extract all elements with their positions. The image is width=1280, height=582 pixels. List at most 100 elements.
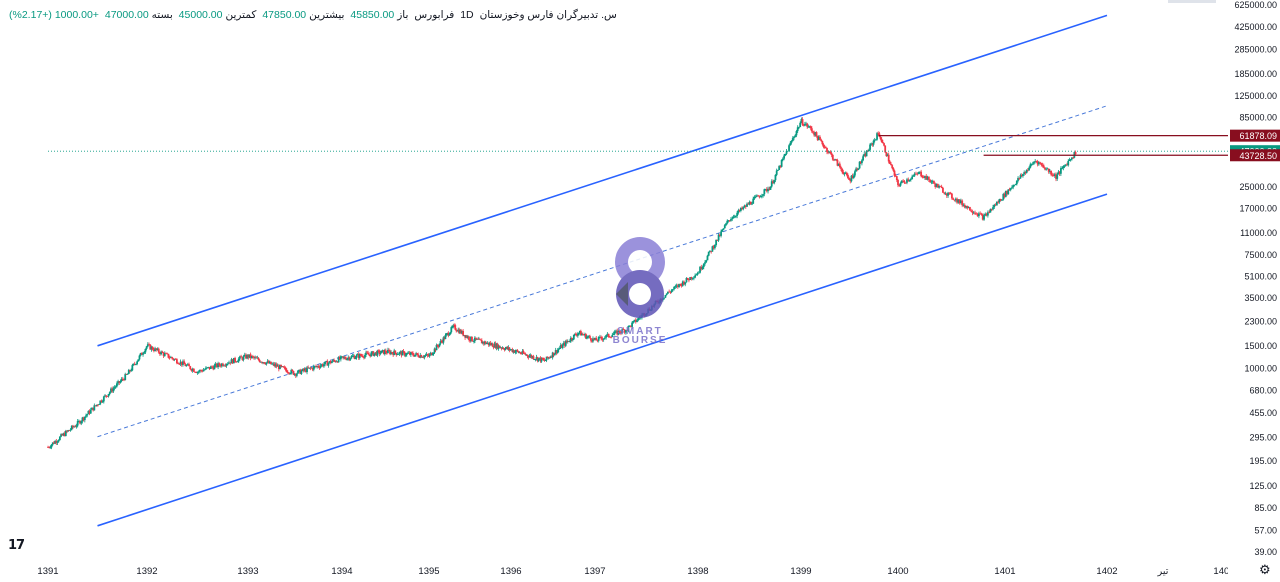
candle-body [515, 350, 518, 352]
candle-body [301, 368, 304, 371]
candle-body [113, 387, 116, 389]
candle-body [338, 357, 341, 360]
candle-body [492, 346, 495, 348]
candle-body [584, 334, 586, 336]
candle-body [82, 417, 85, 421]
candle-body [1055, 174, 1057, 179]
candle-body [480, 340, 483, 344]
candle-body [571, 339, 574, 341]
legend-exchange: فرابورس [414, 9, 455, 21]
candle-body [844, 172, 847, 174]
chart-area[interactable]: SMART BOURSE [0, 0, 1228, 560]
candle-body [365, 352, 367, 356]
price-tick-label: 2300.00 [1244, 317, 1277, 327]
candle-body [496, 343, 499, 349]
candle-body [765, 188, 768, 192]
candle-body [143, 352, 146, 354]
candle-body [251, 356, 254, 357]
candle-body [537, 358, 540, 361]
time-tick-label: 1391 [37, 566, 58, 577]
candle-body [552, 352, 555, 356]
candle-body [701, 267, 704, 270]
candle-body [285, 369, 288, 373]
candle-body [1004, 190, 1007, 197]
legend-interval[interactable]: 1D [460, 9, 474, 21]
candle-body [525, 354, 528, 356]
candle-body [849, 179, 852, 182]
candle-body [203, 369, 206, 371]
candle-body [608, 336, 611, 338]
candle-body [300, 370, 303, 374]
candle-body [426, 354, 429, 356]
candle-body [121, 378, 124, 380]
candle-body [1006, 190, 1008, 195]
candle-body [372, 351, 375, 356]
candle-body [664, 294, 667, 298]
candle-body [387, 349, 389, 354]
candle-body [335, 361, 338, 363]
candle-body [683, 281, 685, 285]
time-tick-label: تیر [1157, 566, 1169, 577]
candle-body [575, 334, 578, 336]
candle-body [475, 338, 478, 340]
candle-body [754, 196, 757, 198]
candle-body [373, 353, 376, 356]
candle-body [888, 161, 891, 164]
channel-upper-line[interactable] [97, 14, 1108, 347]
candle-body [1009, 188, 1012, 190]
candle-body [942, 187, 944, 193]
candle-body [791, 138, 794, 142]
candle-body [564, 341, 567, 346]
candle-body [840, 167, 842, 169]
candle-body [508, 347, 511, 350]
candle-body [267, 361, 270, 364]
horizontal-levels[interactable] [48, 135, 1228, 156]
candle-body [591, 340, 593, 342]
channel-middle-line[interactable] [97, 105, 1108, 438]
candle-body [102, 396, 105, 402]
candle-body [520, 353, 523, 355]
candle-body [673, 286, 676, 290]
candle-body [220, 363, 223, 367]
candle-body [578, 331, 581, 333]
candle-body [916, 173, 919, 175]
candle-body [332, 359, 334, 362]
candle-body [444, 335, 447, 340]
candle-body [1023, 172, 1026, 175]
candle-body [879, 136, 882, 140]
channel-lower-line[interactable] [97, 193, 1108, 527]
candle-body [293, 373, 296, 375]
candle-body [168, 357, 171, 359]
candle-body [363, 357, 365, 358]
candle-body [540, 357, 543, 362]
candle-body [418, 356, 421, 358]
candle-body [596, 340, 599, 342]
candle-body [718, 234, 721, 236]
tradingview-logo[interactable]: 𝟭𝟳 [8, 538, 25, 553]
candle-body [189, 366, 192, 370]
trend-channel[interactable] [97, 14, 1108, 527]
price-axis[interactable]: 625000.00 425000.00 285000.00 185000.00 1250… [1228, 0, 1280, 560]
candle-body [472, 340, 474, 342]
candle-body [793, 136, 795, 139]
candle-body [539, 357, 542, 362]
smart-bourse-logo: SMART BOURSE [613, 237, 665, 346]
candle-body [352, 356, 355, 357]
candle-body [807, 126, 810, 128]
candle-body [1072, 157, 1075, 159]
candle-body [898, 185, 901, 186]
chart-legend[interactable]: س. تدبیرگران فارس وخوزستان 1D فرابورس با… [6, 9, 617, 21]
price-tick-label: 39.00 [1254, 547, 1277, 557]
settings-gear-icon[interactable]: ⚙ [1259, 563, 1271, 578]
candle-body [100, 400, 103, 403]
candle-body [213, 365, 216, 370]
candle-body [47, 447, 49, 448]
candle-body [859, 161, 862, 164]
candle-body [770, 181, 773, 187]
time-axis[interactable]: 1391 1392 1393 1394 1395 1396 1397 1398 1399 1400… [0, 560, 1228, 582]
candle-body [631, 322, 633, 327]
candle-body [383, 350, 386, 355]
candle-body [600, 336, 603, 339]
legend-symbol[interactable]: س. تدبیرگران فارس وخوزستان [479, 9, 617, 21]
candle-body [1018, 177, 1021, 179]
